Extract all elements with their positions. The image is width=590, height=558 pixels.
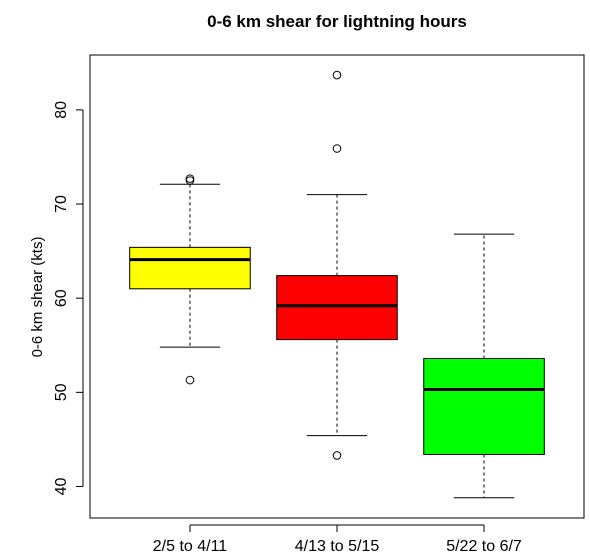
y-tick-label: 40 — [53, 478, 70, 496]
x-axis: 2/5 to 4/11 4/13 to 5/15 5/22 to 6/7 — [153, 524, 522, 555]
outlier-point — [185, 176, 195, 185]
box-iqr — [423, 357, 545, 455]
y-axis-label: 0-6 km shear (kts) — [29, 237, 46, 358]
y-tick-label: 60 — [53, 289, 70, 307]
outlier-point — [332, 70, 342, 80]
x-tick-label: 4/13 to 5/15 — [295, 538, 380, 555]
outlier-point — [185, 174, 195, 183]
box-group — [129, 174, 251, 385]
outlier-point — [332, 451, 342, 460]
x-tick-label: 2/5 to 4/11 — [153, 538, 228, 555]
outlier-point — [332, 144, 342, 153]
box-group — [423, 233, 545, 499]
y-axis: 40 50 60 70 80 — [53, 101, 84, 496]
plot-frame — [89, 54, 585, 519]
x-tick-label: 5/22 to 6/7 — [446, 538, 522, 555]
box-group — [276, 70, 398, 460]
chart-title: 0-6 km shear for lightning hours — [207, 12, 467, 31]
y-tick-label: 70 — [53, 195, 70, 213]
outlier-point — [185, 375, 195, 385]
y-tick-label: 80 — [53, 101, 70, 119]
y-tick-label: 50 — [53, 383, 70, 401]
box-iqr — [276, 275, 398, 341]
box-series — [129, 70, 545, 499]
box-iqr — [129, 246, 251, 290]
